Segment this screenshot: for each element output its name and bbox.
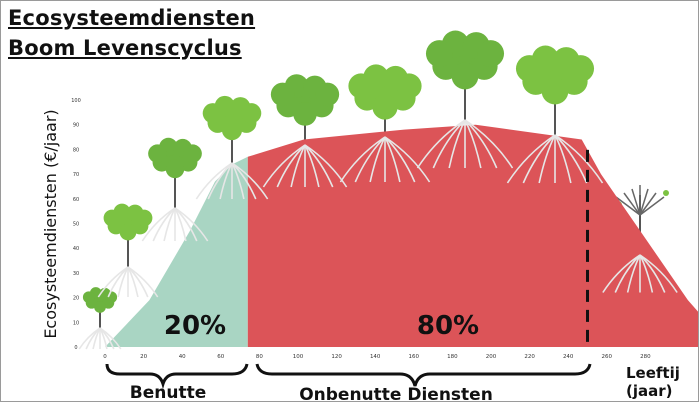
roots-icon <box>141 207 209 242</box>
tree-icon <box>270 74 340 145</box>
tree-icon <box>148 137 202 208</box>
y-tick-label: 60 <box>73 197 79 203</box>
y-tick-label: 70 <box>73 172 79 178</box>
root-illustrations <box>78 119 678 350</box>
roots-icon <box>97 266 159 298</box>
y-tick-label: 50 <box>73 222 79 228</box>
roots-icon <box>416 119 514 169</box>
y-tick-label: 20 <box>73 296 79 302</box>
region-label-unused: 80% <box>417 311 479 341</box>
x-tick-label: 200 <box>486 354 497 360</box>
roots-icon <box>195 162 269 200</box>
x-tick-label: 220 <box>524 354 535 360</box>
region-label-used: 20% <box>164 311 226 341</box>
x-tick-label: 60 <box>217 354 224 360</box>
x-tick-label: 120 <box>331 354 342 360</box>
x-tick-label: 0 <box>103 354 107 360</box>
x-tick-label: 180 <box>447 354 458 360</box>
y-tick-label: 40 <box>73 246 79 252</box>
x-tick-label: 140 <box>370 354 381 360</box>
x-axis-label-line-2: (jaar) <box>626 382 673 400</box>
x-tick-label: 80 <box>256 354 263 360</box>
tree-icon <box>348 64 422 137</box>
tree-icon <box>202 95 262 163</box>
x-tick-label: 100 <box>293 354 304 360</box>
bracket-used <box>105 363 249 390</box>
tree-icon <box>425 30 505 120</box>
x-tick-label: 260 <box>602 354 613 360</box>
y-tick-label: 100 <box>71 98 81 104</box>
roots-icon <box>506 134 604 184</box>
x-tick-label: 40 <box>179 354 186 360</box>
x-tick-label: 160 <box>409 354 420 360</box>
title-line-2: Boom Levenscyclus <box>8 36 242 60</box>
x-tick-label: 240 <box>563 354 574 360</box>
tree-icon <box>515 45 595 135</box>
region-area-0 <box>105 156 248 347</box>
x-axis-label-line-1: Leeftij <box>626 364 680 382</box>
y-tick-label: 80 <box>73 147 79 153</box>
roots-icon <box>262 144 348 188</box>
bracket-label-used: Benutte <box>130 383 206 402</box>
bracket-label-unused: Onbenutte Diensten <box>299 385 493 402</box>
y-axis-label: Ecosysteemdiensten (€/jaar) <box>41 109 60 338</box>
y-tick-label: 10 <box>73 320 79 326</box>
x-tick-label: 280 <box>640 354 651 360</box>
y-tick-label: 30 <box>73 271 79 277</box>
bracket-unused <box>255 363 592 387</box>
y-tick-label: 0 <box>74 345 77 351</box>
tree-illustrations <box>82 30 669 328</box>
roots-icon <box>602 254 678 293</box>
y-tick-label: 90 <box>73 123 79 129</box>
roots-icon <box>339 136 431 183</box>
tree-icon <box>103 203 153 267</box>
x-tick-label: 20 <box>140 354 147 360</box>
title-line-1: Ecosysteemdiensten <box>8 6 256 30</box>
roots-icon <box>78 327 122 350</box>
